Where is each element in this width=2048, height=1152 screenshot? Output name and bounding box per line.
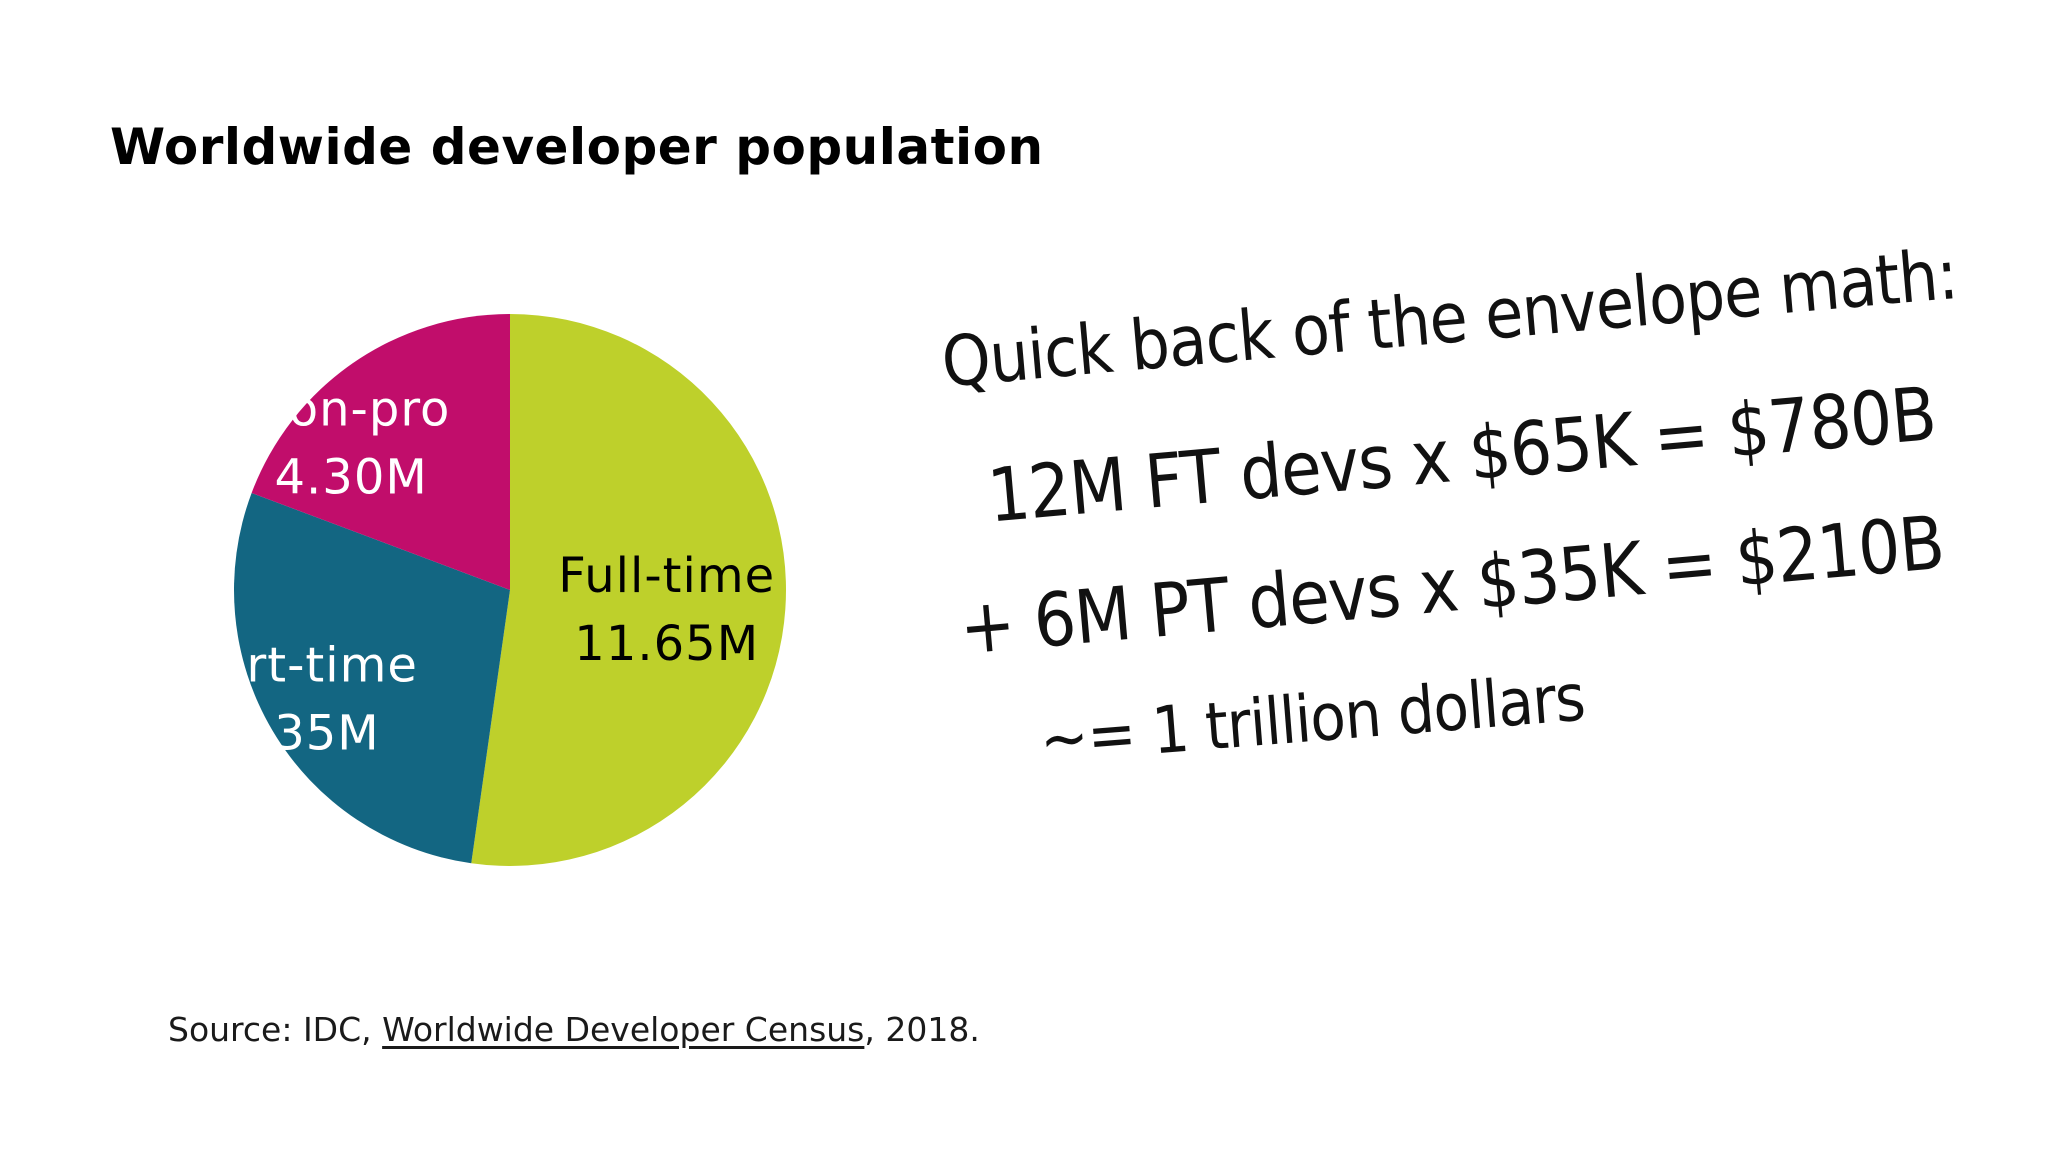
source-suffix: , 2018. — [864, 1010, 980, 1049]
source-link[interactable]: Worldwide Developer Census — [382, 1010, 865, 1049]
pie-slices — [234, 314, 786, 866]
pie-slice-non-pro — [251, 314, 510, 590]
source-prefix: Source: IDC, — [168, 1010, 383, 1049]
pie-value-part-time: 6.35M — [226, 705, 379, 761]
pie-label-non-pro: Non-pro — [252, 382, 451, 438]
pie-value-non-pro: 4.30M — [274, 450, 427, 506]
pie-slice-full-time — [471, 314, 786, 866]
pie-value-full-time: 11.65M — [574, 616, 759, 672]
pie-label-full-time: Full-time — [558, 548, 775, 604]
pie-chart: Full-time 11.65M Part-time 6.35M Non-pro 4.30… — [200, 314, 786, 866]
note-line-4: ~= 1 trillion dollars — [1037, 659, 1588, 778]
pie-slice-part-time — [234, 492, 511, 864]
pie-label-part-time: Part-time — [200, 637, 418, 693]
note-line-1: Quick back of the envelope math: — [938, 233, 1961, 404]
page-title: Worldwide developer population — [110, 118, 1044, 176]
pie-labels: Full-time 11.65M Part-time 6.35M Non-pro 4.30… — [200, 382, 775, 762]
source-citation: Source: IDC, Worldwide Developer Census,… — [168, 1010, 980, 1049]
